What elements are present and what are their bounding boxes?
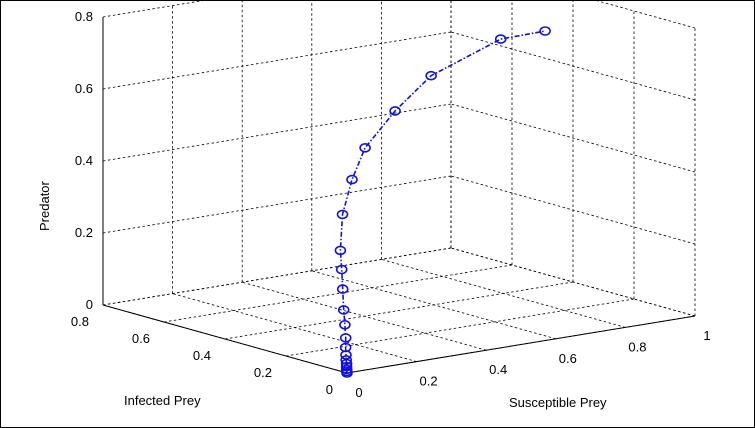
data-point-marker: [340, 355, 353, 365]
data-point-marker: [336, 284, 349, 294]
data-point-marker: [339, 342, 352, 353]
z-axis-label: Predator: [37, 180, 52, 231]
grid-line: [163, 264, 513, 323]
tick-labels: 0 0.2 0.4 0.6 0.8 1 0 0.2 0.4 0.6 0.8 0 0.2 0.4 0.6 0.8: [71, 9, 711, 400]
axis-layer: [102, 17, 696, 374]
z-tick-label: 0.4: [75, 153, 93, 168]
x-tick-label: 0.8: [628, 339, 646, 354]
x-tick-label: 1: [703, 328, 710, 343]
data-point-marker: [337, 305, 350, 315]
data-point-marker: [539, 26, 551, 36]
x-tick-label: 0.6: [559, 351, 577, 366]
series-layer: [334, 26, 551, 378]
grid-line: [102, 247, 452, 306]
x-tick-label: 0.2: [420, 374, 438, 389]
data-point-marker: [335, 264, 348, 275]
grid-line: [285, 298, 635, 357]
data-point-marker: [339, 319, 351, 330]
y-tick-label: 0.6: [132, 331, 150, 346]
grid-line: [224, 281, 574, 340]
data-point-marker: [494, 34, 507, 44]
trajectory-line: [339, 30, 546, 374]
grid-line: [450, 247, 696, 317]
grid-line: [450, 175, 696, 245]
data-point-marker: [336, 209, 349, 220]
data-point-marker: [425, 70, 437, 81]
grid-line: [596, 1, 696, 29]
grid-line: [102, 103, 452, 162]
z-tick-label: 0: [86, 297, 93, 312]
x-axis-line: [346, 315, 696, 374]
grid-line: [102, 1, 204, 18]
y-tick-label: 0: [326, 382, 333, 397]
x-tick-label: 0: [355, 385, 362, 400]
z-tick-label: 0.2: [75, 225, 93, 240]
data-point-marker: [346, 174, 358, 185]
data-point-marker: [389, 106, 401, 116]
y-axis-label: Infected Prey: [124, 393, 201, 408]
grid-line: [102, 175, 452, 234]
grid-layer: [102, 1, 696, 374]
data-point-marker: [339, 333, 352, 343]
y-tick-label: 0.2: [254, 365, 272, 380]
y-tick-label: 0.8: [71, 314, 89, 329]
x-tick-label: 0.4: [489, 362, 507, 377]
y-axis-line: [102, 304, 348, 374]
data-point-marker: [340, 364, 353, 375]
x-axis-label: Susceptible Prey: [509, 395, 607, 410]
y-tick-label: 0.4: [193, 348, 211, 363]
z-tick-label: 0.6: [75, 81, 93, 96]
data-point-marker: [334, 245, 347, 256]
z-tick-label: 0.8: [75, 9, 93, 24]
grid-line: [450, 103, 696, 173]
grid-line: [102, 31, 452, 90]
data-point-marker: [359, 143, 371, 153]
data-point-marker: [340, 361, 353, 372]
